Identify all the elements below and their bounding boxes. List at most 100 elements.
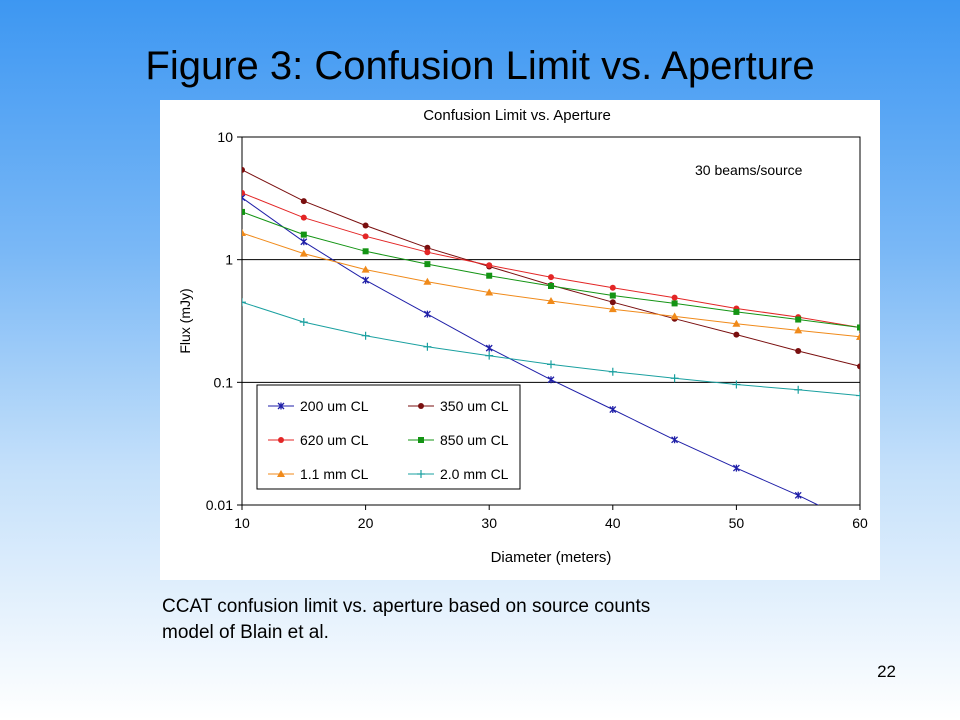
data-point (732, 380, 741, 389)
data-point (424, 249, 431, 256)
series-1-1-mm-cl (242, 228, 860, 340)
data-point (362, 222, 369, 229)
data-point (361, 265, 370, 273)
data-point (733, 331, 740, 338)
data-point (423, 310, 431, 318)
legend-marker (277, 402, 285, 410)
data-point (547, 360, 555, 369)
data-point (671, 436, 679, 444)
data-point (671, 300, 678, 307)
slide-title: Figure 3: Confusion Limit vs. Aperture (145, 44, 815, 88)
data-point (795, 348, 802, 355)
x-tick-label: 10 (234, 515, 250, 531)
data-point (857, 363, 860, 370)
legend-entry: 620 um CL (268, 432, 369, 448)
data-point (300, 238, 308, 246)
data-point (242, 298, 246, 307)
y-tick-label: 10 (217, 129, 233, 145)
data-point (362, 248, 369, 255)
data-point (856, 391, 860, 400)
chart-title: Confusion Limit vs. Aperture (423, 107, 611, 124)
data-point (733, 308, 740, 315)
y-tick-label: 0.1 (214, 374, 234, 390)
chart-annotation: 30 beams/source (695, 162, 803, 178)
data-point (547, 376, 555, 384)
data-point (486, 272, 493, 279)
data-point (242, 166, 245, 173)
caption-line-2: model of Blain et al. (162, 622, 329, 643)
data-point (424, 261, 431, 268)
legend-label: 620 um CL (300, 432, 369, 448)
data-point (242, 208, 245, 215)
data-point (299, 249, 308, 257)
y-tick-label: 0.01 (206, 497, 233, 513)
legend-label: 850 um CL (440, 432, 509, 448)
legend-marker (278, 437, 284, 443)
data-point (424, 244, 431, 251)
data-point (856, 332, 860, 340)
data-point (609, 406, 617, 414)
data-point (547, 297, 555, 305)
data-point (732, 464, 740, 472)
data-point (794, 326, 803, 334)
data-point (362, 233, 369, 240)
legend-marker (417, 470, 425, 478)
data-point (795, 316, 802, 323)
y-axis-ticks: 0.01 0.1 1 10 (206, 129, 242, 513)
data-point (300, 214, 307, 221)
data-point (548, 274, 554, 281)
data-point (242, 189, 245, 196)
data-point (423, 342, 432, 351)
legend-entry: 850 um CL (408, 432, 509, 448)
legend-entry: 200 um CL (268, 398, 369, 414)
legend-entry: 350 um CL (408, 398, 509, 414)
data-point (671, 294, 678, 301)
data-point (242, 194, 246, 202)
data-point (794, 491, 802, 499)
data-point (608, 305, 617, 313)
data-point (485, 344, 493, 352)
data-point (857, 324, 860, 331)
legend-label: 1.1 mm CL (300, 466, 369, 482)
series-2-0-mm-cl (242, 298, 860, 400)
data-point (609, 284, 616, 291)
x-tick-label: 50 (729, 515, 745, 531)
data-point (423, 277, 432, 285)
slide-caption: CCAT confusion limit vs. aperture based … (162, 594, 862, 646)
data-point (609, 292, 616, 299)
data-point (361, 331, 370, 340)
confusion-limit-chart: Confusion Limit vs. Aperture 0.01 0.1 1 10 … (160, 100, 880, 580)
data-point (485, 288, 494, 296)
data-point (242, 228, 246, 236)
legend-label: 2.0 mm CL (440, 466, 509, 482)
legend-marker (418, 437, 424, 443)
series-620-um-cl (242, 189, 860, 331)
data-point (299, 318, 308, 327)
data-point (362, 276, 370, 284)
data-point (300, 231, 307, 238)
x-axis-label: Diameter (meters) (491, 549, 612, 566)
legend-label: 350 um CL (440, 398, 509, 414)
data-point (486, 262, 493, 269)
y-tick-label: 1 (225, 252, 233, 268)
legend-marker (277, 470, 285, 477)
x-tick-label: 60 (852, 515, 868, 531)
series-850-um-cl (242, 208, 860, 331)
legend: 200 um CL 350 um CL 620 um CL 850 um CL 1.1 … (256, 384, 521, 490)
x-tick-label: 30 (481, 515, 497, 531)
data-point (732, 319, 741, 327)
caption-line-1: CCAT confusion limit vs. aperture based … (162, 596, 651, 617)
data-point (485, 351, 494, 360)
x-axis-ticks: 10 20 30 40 50 60 (234, 505, 868, 531)
legend-marker (418, 403, 424, 409)
legend-entry: 2.0 mm CL (408, 466, 509, 482)
page-number: 22 (877, 662, 896, 681)
data-point (609, 299, 616, 306)
data-series (242, 166, 860, 505)
x-tick-label: 40 (605, 515, 621, 531)
legend-box (256, 384, 521, 490)
data-point (548, 282, 554, 289)
data-point (670, 374, 679, 383)
legend-entry: 1.1 mm CL (268, 466, 369, 482)
legend-label: 200 um CL (300, 398, 369, 414)
